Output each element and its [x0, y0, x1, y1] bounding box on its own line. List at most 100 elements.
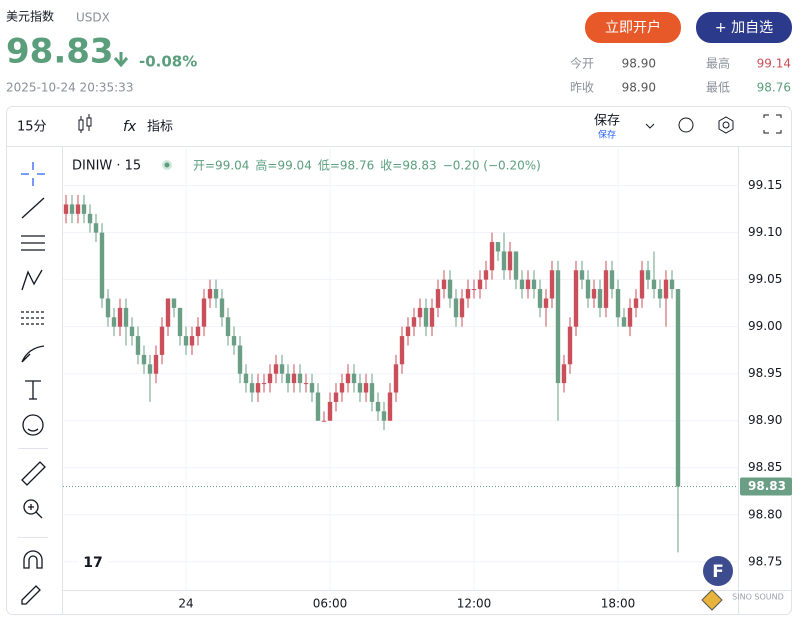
watermark: SINO SOUND: [732, 593, 784, 602]
candle-body: [93, 223, 99, 233]
candle-body: [465, 289, 471, 299]
watermark-logo: [701, 589, 723, 611]
asset-name: 美元指数: [6, 9, 54, 24]
lock-tool[interactable]: [21, 585, 41, 605]
candle-body: [651, 279, 657, 290]
candle-body: [627, 307, 633, 327]
pattern-tool[interactable]: [21, 269, 43, 291]
emoji-smile: [27, 428, 39, 432]
projection-tool[interactable]: [21, 311, 45, 325]
stat-label: 最高: [706, 56, 730, 71]
candle-body: [81, 204, 87, 214]
asset-code: USDX: [76, 11, 110, 25]
candle-body: [153, 354, 159, 374]
brush-tool[interactable]: [21, 345, 45, 363]
candle-body: [555, 270, 561, 384]
zoom-tool[interactable]: [23, 499, 39, 515]
candle-body: [411, 317, 417, 327]
watchlist-button[interactable]: [696, 12, 792, 43]
candle-body: [123, 307, 129, 327]
candle-body: [249, 383, 255, 393]
price: 98.83: [6, 32, 114, 72]
f-logo-letter: F: [712, 562, 724, 582]
candle-body: [573, 270, 579, 327]
candle-body: [645, 270, 651, 280]
candle-body: [459, 298, 465, 318]
candle-icon[interactable]: [78, 114, 92, 133]
stat-label: 最低: [706, 81, 730, 95]
candle-body: [483, 270, 489, 280]
indicators[interactable]: 指标: [147, 120, 173, 135]
x-tick-label: 24: [178, 597, 193, 611]
candle-body: [159, 326, 165, 355]
x-tick-label: 12:00: [457, 597, 492, 611]
open-account-button[interactable]: [585, 12, 681, 43]
candle-body: [135, 336, 141, 355]
candle-body: [453, 298, 459, 318]
candle-body: [219, 298, 225, 318]
candle-body: [141, 354, 147, 365]
candle-body: [177, 307, 183, 337]
trendline-tool[interactable]: [21, 197, 45, 219]
candle-body: [639, 270, 645, 299]
candle-body: [231, 336, 237, 346]
text-tool[interactable]: [25, 380, 41, 400]
crosshair-tool[interactable]: [21, 162, 45, 186]
emoji-tool[interactable]: [22, 414, 44, 436]
save-status: 保存: [598, 129, 616, 141]
ruler-tool[interactable]: [21, 461, 46, 486]
fx-icon[interactable]: fx: [123, 119, 137, 135]
last-price-box: [740, 477, 792, 496]
price-change: -0.08%: [139, 53, 197, 71]
y-tick-label: 99.05: [748, 272, 782, 286]
candle-body: [675, 289, 681, 487]
tv-logo: [78, 548, 108, 576]
candle-body: [111, 317, 117, 327]
candle-body: [369, 383, 375, 402]
candle-body: [237, 345, 243, 374]
candle-body: [603, 270, 609, 308]
last-price-label: 98.83: [748, 479, 786, 493]
interval[interactable]: 15分: [17, 120, 47, 135]
candle-body: [351, 373, 357, 384]
legend-value: 低=98.76: [318, 159, 374, 173]
candle-body: [225, 317, 231, 337]
candle-body: [207, 289, 213, 299]
candle-body: [663, 279, 669, 299]
candle-body: [447, 279, 453, 299]
save[interactable]: 保存: [594, 114, 620, 129]
candle-body: [261, 383, 267, 385]
candle-body: [195, 326, 201, 337]
candle-body: [243, 373, 249, 384]
legend-value: −0.20 (−0.20%): [443, 159, 541, 173]
candle-body: [255, 383, 261, 393]
candle-body: [561, 364, 567, 384]
candle-body: [567, 326, 573, 365]
candle-body: [99, 232, 105, 299]
candle-body: [279, 364, 285, 374]
watchlist-label[interactable]: + 加自选: [715, 20, 773, 36]
y-tick-label: 98.90: [748, 413, 782, 427]
y-tick-label: 98.85: [748, 460, 782, 474]
magnet-tool[interactable]: [23, 550, 43, 569]
candle-body: [171, 298, 177, 308]
candle-body: [549, 270, 555, 299]
settings-icon[interactable]: [718, 116, 734, 134]
candle-body: [345, 373, 351, 384]
candle-body: [501, 251, 507, 271]
candle-body: [381, 411, 387, 421]
candle-body: [267, 373, 273, 384]
candle-body: [435, 289, 441, 308]
fullscreen-icon[interactable]: [763, 114, 782, 134]
candle-body: [117, 307, 123, 327]
y-tick-label: 99.15: [748, 178, 782, 192]
open-account-label[interactable]: 立即开户: [605, 19, 661, 36]
zoom-tool-plus: [28, 504, 43, 519]
candle-body: [147, 364, 153, 374]
save-dropdown[interactable]: [645, 123, 655, 129]
stat-value: 98.76: [757, 81, 791, 95]
candle-body: [657, 289, 663, 299]
fib-tool[interactable]: [21, 235, 45, 251]
alert-icon[interactable]: [678, 117, 694, 133]
